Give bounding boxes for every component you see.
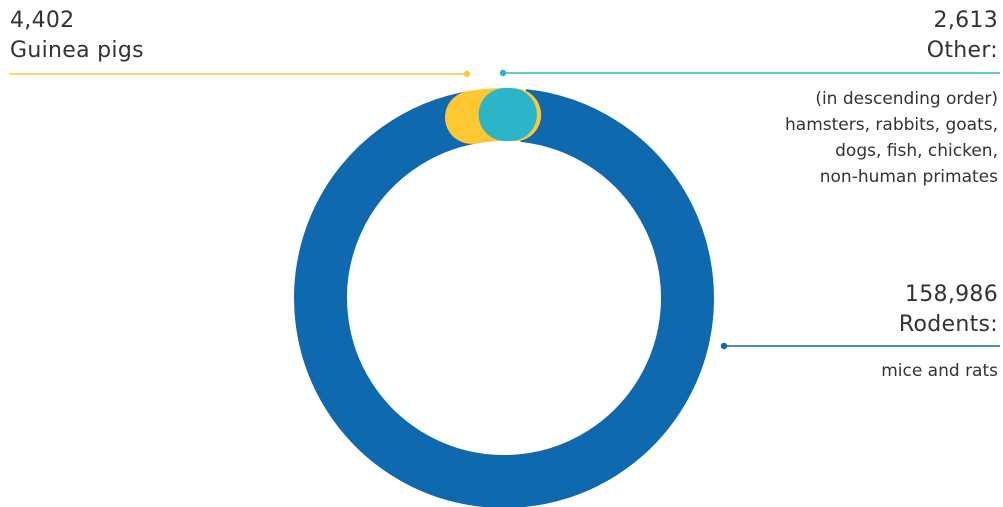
other-description-line-1: (in descending order): [815, 89, 998, 109]
other-description-line-4: non-human primates: [819, 167, 998, 187]
rodents-description: mice and rats: [881, 361, 998, 381]
rodents-leader-dot: [720, 342, 728, 350]
other-leader-dot: [499, 69, 507, 77]
rodents-value-label: 158,986: [904, 282, 998, 307]
rodents-slice: [294, 89, 714, 507]
guinea-pigs-leader-dot: [463, 70, 471, 78]
other-name-label: Other:: [926, 38, 998, 63]
guinea-pigs-value-label: 4,402: [10, 8, 75, 33]
other-description-line-3: dogs, fish, chicken,: [835, 141, 998, 161]
other-value-label: 2,613: [933, 8, 998, 33]
rodents-name-label: Rodents:: [898, 312, 998, 337]
guinea-pigs-name-label: Guinea pigs: [10, 38, 144, 63]
other-description-line-2: hamsters, rabbits, goats,: [785, 115, 998, 135]
